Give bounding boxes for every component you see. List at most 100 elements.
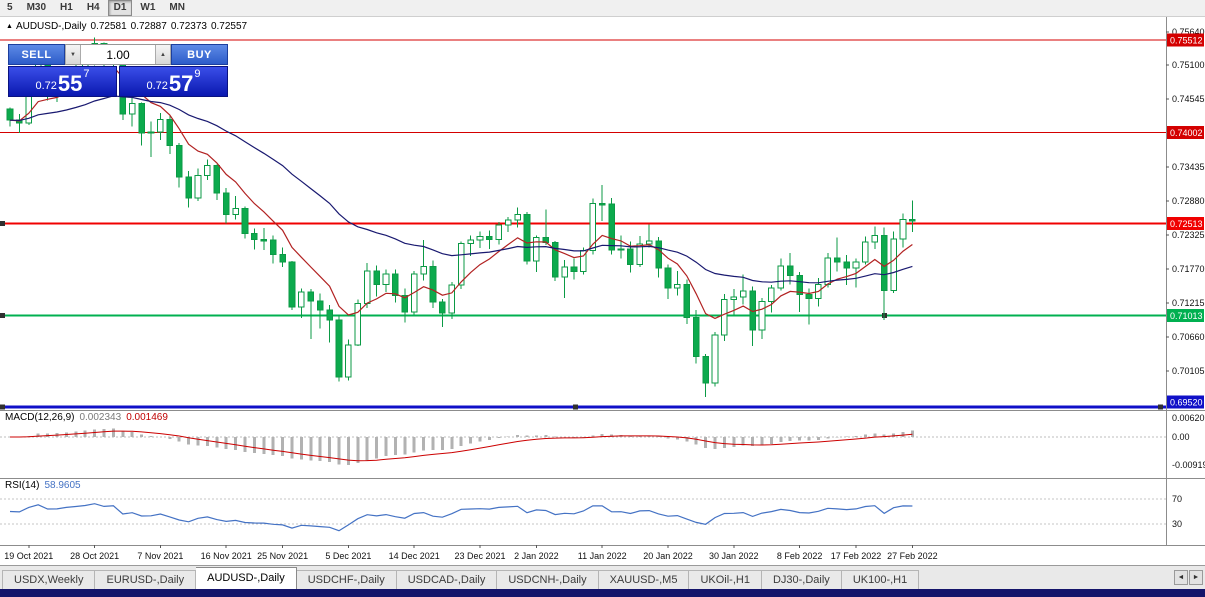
ohlc-open: 0.72581 [90, 21, 127, 32]
price-badge [1167, 33, 1204, 47]
timeframe-button-m30[interactable]: M30 [26, 2, 47, 13]
ohlc-close: 0.72557 [210, 21, 248, 32]
timeframe-button-w1[interactable]: W1 [140, 2, 156, 13]
tab-xauusd-m5[interactable]: XAUUSD-,M5 [598, 570, 690, 589]
timeframe-button-mn[interactable]: MN [169, 2, 185, 13]
tabs-scroll-right-button[interactable]: ► [1189, 570, 1203, 585]
rsi-value: 58.9605 [44, 480, 81, 491]
rsi-line [9, 503, 913, 532]
tab-uk100-h1[interactable]: UK100-,H1 [841, 570, 920, 589]
macd-histogram [17, 428, 914, 465]
price-scale-label: 0.72880 [1172, 196, 1205, 206]
time-axis-label: 14 Dec 2021 [389, 551, 440, 561]
price-scale-label: 0.73435 [1172, 162, 1205, 172]
timeframe-button-5[interactable]: 5 [7, 2, 13, 13]
time-axis-label: 25 Nov 2021 [257, 551, 308, 561]
price-scale-label: 0.72325 [1172, 230, 1205, 240]
line-handle[interactable] [0, 404, 5, 410]
chart-symbol-label: AUDUSD-,Daily [15, 21, 87, 32]
price-badge-label: 0.69520 [1170, 398, 1203, 408]
tab-eurusd-daily[interactable]: EURUSD-,Daily [95, 570, 197, 589]
macd-main-value: 0.002343 [79, 412, 122, 423]
tab-dj30-daily[interactable]: DJ30-,Daily [761, 570, 842, 589]
tab-usdchf-daily[interactable]: USDCHF-,Daily [296, 570, 397, 589]
price-scale-label: 0.71215 [1172, 298, 1205, 308]
volume-input[interactable]: 1.00 [106, 47, 130, 62]
chart-tabs-bar: USDX,Weekly EURUSD-,Daily AUDUSD-,Daily USD… [0, 565, 1205, 589]
buy-price-display[interactable]: 0.72 57 9 [119, 66, 228, 97]
macd-signal-value: 0.001469 [126, 412, 168, 423]
volume-increase-button[interactable]: ▲ [155, 45, 171, 64]
chart-title: ▲ AUDUSD-,Daily 0.72581 0.72887 0.72373 0.725… [6, 21, 251, 32]
price-scale: 0.75640 0.75100 0.74545 0.73435 0.72880 0.723… [1166, 27, 1205, 409]
timeframe-button-h1[interactable]: H1 [60, 2, 73, 13]
oneclick-collapse-icon[interactable]: ▲ [6, 23, 13, 30]
price-scale-label: 0.75640 [1172, 27, 1205, 37]
macd-header: MACD(12,26,9) 0.002343 0.001469 [5, 412, 173, 423]
time-axis-label: 20 Jan 2022 [643, 551, 693, 561]
price-scale-label: 0.70105 [1172, 366, 1205, 376]
price-badge-label: 0.75512 [1170, 35, 1203, 45]
chart-background[interactable] [0, 17, 1205, 565]
time-axis-label: 28 Oct 2021 [70, 551, 119, 561]
sell-price-display[interactable]: 0.72 55 7 [8, 66, 117, 97]
price-scale-label: 0.70660 [1172, 332, 1205, 342]
tab-audusd-daily[interactable]: AUDUSD-,Daily [196, 567, 297, 589]
time-axis-label: 17 Feb 2022 [831, 551, 882, 561]
line-handle[interactable] [0, 312, 5, 318]
price-badge-label: 0.71013 [1170, 311, 1203, 321]
rsi-name-label: RSI(14) [5, 480, 40, 491]
sell-price-big-digits: 55 [57, 71, 83, 96]
timeframe-toolbar: 5 M30 H1 H4 D1 W1 MN [0, 0, 1205, 17]
volume-decrease-button[interactable]: ▼ [65, 45, 81, 64]
time-axis-label: 2 Jan 2022 [514, 551, 559, 561]
buy-price-pipette: 9 [194, 68, 201, 80]
sell-button[interactable]: SELL [8, 44, 65, 65]
macd-name-label: MACD(12,26,9) [5, 412, 75, 423]
sell-price-prefix: 0.72 [35, 80, 57, 92]
tab-usdcad-daily[interactable]: USDCAD-,Daily [396, 570, 498, 589]
sell-price-pipette: 7 [83, 68, 90, 80]
price-scale-label: 0.71770 [1172, 264, 1205, 274]
buy-button[interactable]: BUY [171, 44, 228, 65]
chart-canvas[interactable]: 0.756400.751000.745450.734350.728800.723… [0, 17, 1205, 565]
price-badge [1167, 395, 1204, 409]
time-axis-label: 23 Dec 2021 [454, 551, 505, 561]
timeframe-button-d1[interactable]: D1 [107, 0, 133, 16]
ma-slow-line [9, 95, 913, 284]
tabs-scroll-left-button[interactable]: ◄ [1174, 570, 1188, 585]
time-axis-label: 27 Feb 2022 [887, 551, 938, 561]
price-badge-label: 0.72513 [1170, 219, 1203, 229]
macd-scale-label: -0.00919 [1172, 460, 1205, 470]
rsi-scale-label: 30 [1172, 519, 1182, 529]
price-badge [1167, 216, 1204, 230]
rsi-header: RSI(14) 58.9605 [5, 480, 86, 491]
tab-ukoil-h1[interactable]: UKOil-,H1 [689, 570, 762, 589]
price-badge-label: 0.74002 [1170, 128, 1203, 138]
tab-usdcnh-daily[interactable]: USDCNH-,Daily [497, 570, 599, 589]
ohlc-low: 0.72373 [170, 21, 207, 32]
macd-scale-label: 0.00 [1172, 432, 1190, 442]
line-handle[interactable] [1158, 404, 1163, 410]
ohlc-high: 0.72887 [130, 21, 167, 32]
price-badge [1167, 125, 1204, 139]
price-scale-label: 0.75100 [1172, 60, 1205, 70]
chart-tabs: USDX,Weekly EURUSD-,Daily AUDUSD-,Daily USD… [0, 566, 1205, 589]
time-axis-label: 16 Nov 2021 [201, 551, 252, 561]
line-handle[interactable] [0, 220, 5, 226]
line-handle[interactable] [573, 404, 578, 410]
macd-scale-label: 0.006201 [1172, 413, 1205, 423]
time-axis-label: 7 Nov 2021 [137, 551, 183, 561]
status-bar [0, 589, 1205, 597]
horizontal-level-lines [0, 39, 1166, 410]
rsi-scale-label: 70 [1172, 494, 1182, 504]
timeframe-button-h4[interactable]: H4 [86, 2, 100, 13]
time-axis-label: 8 Feb 2022 [777, 551, 823, 561]
tab-usdx-weekly[interactable]: USDX,Weekly [2, 570, 96, 589]
macd-signal-line [10, 430, 913, 462]
tabs-scroll-control: ◄ ► [1174, 570, 1203, 585]
price-badge [1167, 308, 1204, 322]
time-axis-label: 19 Oct 2021 [4, 551, 53, 561]
buy-price-big-digits: 57 [168, 71, 194, 96]
